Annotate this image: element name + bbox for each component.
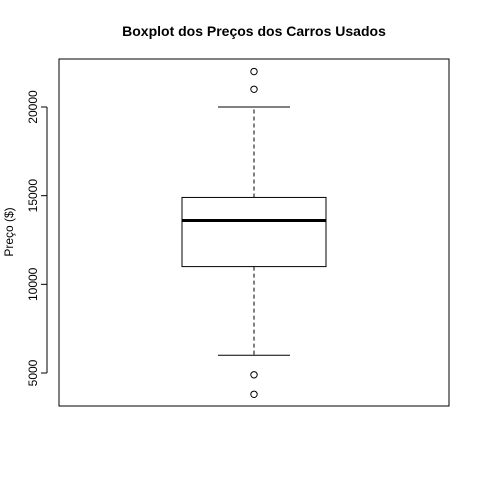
chart-marks: 5000 10000 15000 20000 bbox=[26, 67, 327, 398]
outlier-point bbox=[250, 67, 258, 76]
outlier-point bbox=[250, 85, 258, 93]
iqr-box bbox=[181, 196, 327, 268]
outlier-point bbox=[250, 390, 258, 398]
y-tick-label: 5000 bbox=[26, 359, 40, 386]
y-axis-label: Preço ($) bbox=[2, 207, 16, 256]
y-tick-label: 20000 bbox=[26, 90, 40, 124]
plot-frame bbox=[58, 58, 450, 407]
outlier-point bbox=[250, 371, 258, 379]
chart-title: Boxplot dos Preços dos Carros Usados bbox=[122, 23, 386, 39]
y-tick-label: 10000 bbox=[26, 267, 40, 301]
y-tick-label: 15000 bbox=[26, 179, 40, 213]
